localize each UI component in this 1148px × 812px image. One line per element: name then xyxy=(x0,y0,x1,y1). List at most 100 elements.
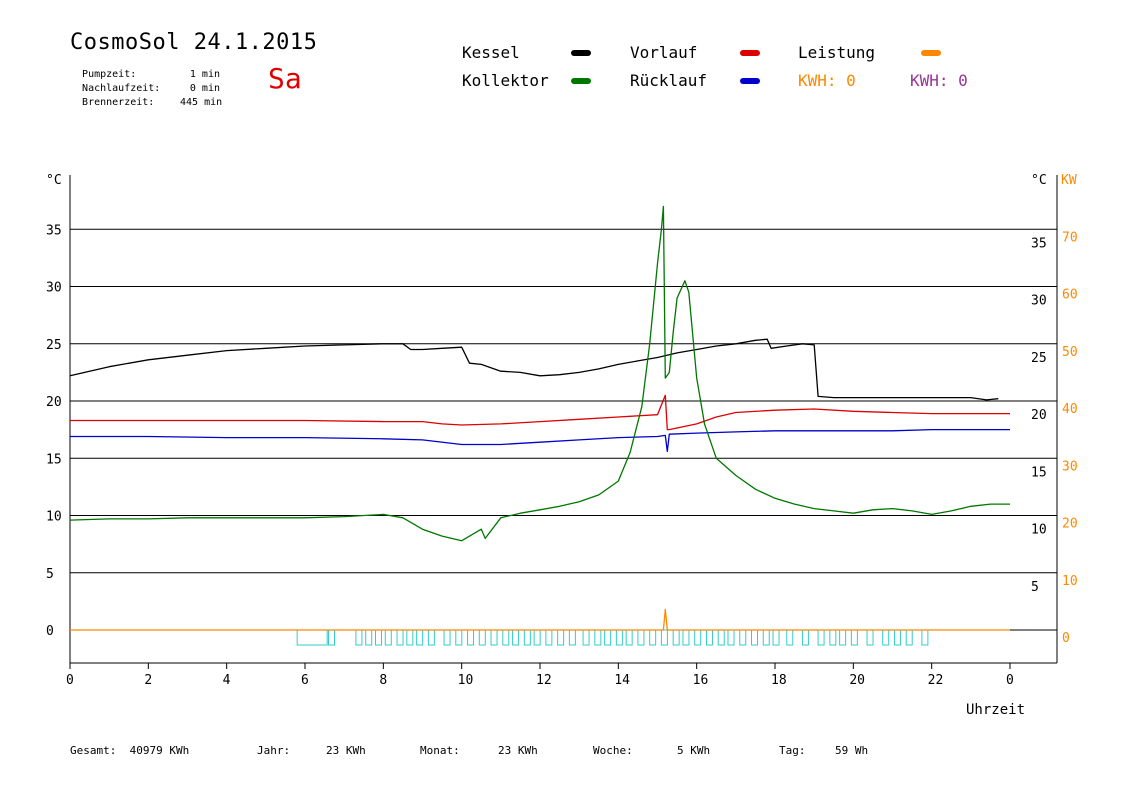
legend-vorlauf-label: Vorlauf xyxy=(630,43,698,62)
pump-pulse xyxy=(604,629,612,646)
pump-pulse xyxy=(455,629,463,646)
series-line-ruecklauf xyxy=(70,428,1010,453)
pump-pulse xyxy=(839,629,847,646)
legend-ruecklauf-swatch xyxy=(740,78,760,84)
info-nachlaufzeit: Nachlaufzeit: 0 min xyxy=(70,72,220,94)
pump-pulse xyxy=(502,629,510,646)
tick-labels: 0510152025303551015202530350102030405060… xyxy=(46,223,1078,688)
pump-pulse xyxy=(850,629,858,646)
x-tick-label: 2 xyxy=(144,673,152,688)
y-tick-label-right: 30 xyxy=(1031,294,1047,309)
pump-pulse xyxy=(557,629,565,646)
pump-pulse xyxy=(523,629,531,646)
footer-tag: Tag: xyxy=(779,744,806,757)
x-tick-label: 16 xyxy=(693,673,709,688)
pump-pulse xyxy=(594,629,602,646)
y-tick-label-kw: 50 xyxy=(1062,345,1078,360)
pump-pulse xyxy=(615,629,623,646)
series-line-vorlauf xyxy=(70,394,1010,431)
y-tick-label-kw: 20 xyxy=(1062,517,1078,532)
x-tick-label: 8 xyxy=(379,673,387,688)
y-axis-unit-left: °C xyxy=(46,173,62,188)
pump-pulse xyxy=(406,629,414,646)
weekday-label: Sa xyxy=(268,62,302,95)
y-tick-label-kw: 30 xyxy=(1062,459,1078,474)
footer-monat-label: Monat: xyxy=(420,744,460,757)
footer-monat-value: 23 KWh xyxy=(498,744,538,757)
y-tick-label-right: 25 xyxy=(1031,351,1047,366)
chart-axes xyxy=(69,175,1058,664)
pump-pulse xyxy=(817,629,825,646)
info-value: 445 min xyxy=(180,97,223,108)
footer-gesamt-value: 40979 KWh xyxy=(129,744,190,757)
pump-pulse xyxy=(801,629,809,646)
y-tick-label-left: 20 xyxy=(46,395,62,410)
legend-vorlauf-swatch xyxy=(740,50,760,56)
info-label: Nachlaufzeit: xyxy=(82,83,161,94)
pump-pulse xyxy=(443,629,451,646)
pump-pulse xyxy=(751,629,758,646)
y-tick-label-left: 10 xyxy=(46,510,62,525)
pump-pulse xyxy=(882,629,890,646)
pump-pulse xyxy=(396,629,404,646)
pump-pulse xyxy=(545,629,553,646)
chart-title: CosmoSol 24.1.2015 xyxy=(70,30,318,55)
x-tick-label: 14 xyxy=(614,673,630,688)
footer-tag-value: 59 Wh xyxy=(835,744,869,757)
pump-pulse xyxy=(467,629,475,646)
y-tick-label-kw: 70 xyxy=(1062,230,1078,245)
pump-pulse xyxy=(582,629,590,646)
y-tick-label-right: 15 xyxy=(1031,465,1047,480)
pump-pulse xyxy=(533,629,541,646)
pump-pulse xyxy=(384,629,392,646)
pump-pulse xyxy=(478,629,486,646)
y-tick-label-left: 30 xyxy=(46,281,62,296)
pump-pulse xyxy=(296,629,328,646)
footer-jahr: Jahr: xyxy=(257,744,290,757)
pump-pulse xyxy=(893,629,901,646)
grid-lines xyxy=(70,228,1057,574)
legend-kollektor-label: Kollektor xyxy=(462,71,549,90)
x-axis-label: Uhrzeit xyxy=(966,702,1025,718)
pump-activity xyxy=(70,629,1057,646)
y-tick-label-left: 15 xyxy=(46,452,62,467)
footer-tag-label: Tag: xyxy=(779,744,806,757)
pump-pulse xyxy=(416,629,424,646)
pump-pulse xyxy=(490,629,498,646)
footer-woche: Woche: xyxy=(593,744,633,757)
footer-monat: Monat: xyxy=(420,744,460,757)
y-axis-unit-right: °C xyxy=(1031,173,1047,188)
pump-pulse xyxy=(355,629,363,646)
info-label: Pumpzeit: xyxy=(82,69,137,80)
series-line-leistung xyxy=(70,608,1010,631)
x-tick-label: 12 xyxy=(536,673,552,688)
pump-pulse xyxy=(649,629,657,646)
pump-pulse xyxy=(786,629,794,646)
footer-gesamt-label: Gesamt: xyxy=(70,744,117,757)
pump-pulse xyxy=(829,629,837,646)
legend-kollektor-swatch xyxy=(571,78,591,84)
info-brennerzeit: Brennerzeit: 445 min xyxy=(70,86,222,108)
legend-leistung-label: Leistung xyxy=(798,43,876,62)
x-tick-label: 0 xyxy=(66,673,74,688)
footer-gesamt: Gesamt: 40979 KWh xyxy=(70,744,189,757)
legend-kessel-swatch xyxy=(571,50,591,56)
pump-pulse xyxy=(772,629,780,646)
pump-pulse xyxy=(866,629,874,646)
info-value: 1 min xyxy=(189,69,220,80)
series-line-kessel xyxy=(69,338,999,401)
pump-pulse xyxy=(705,629,713,646)
y-tick-label-left: 25 xyxy=(46,338,62,353)
x-tick-label: 20 xyxy=(849,673,865,688)
footer-woche-value: 5 KWh xyxy=(677,744,711,757)
pump-pulse xyxy=(682,629,690,646)
series-line-kollektor xyxy=(69,205,1010,542)
legend-kwh-secondary: KWH: 0 xyxy=(910,71,968,90)
footer-jahr-value: 23 KWh xyxy=(326,744,366,757)
pump-pulse xyxy=(568,629,576,646)
data-series xyxy=(69,205,1010,631)
pump-pulse xyxy=(375,629,382,646)
y-tick-label-kw: 10 xyxy=(1062,574,1078,589)
x-tick-label: 18 xyxy=(771,673,787,688)
pump-pulse xyxy=(427,629,435,646)
